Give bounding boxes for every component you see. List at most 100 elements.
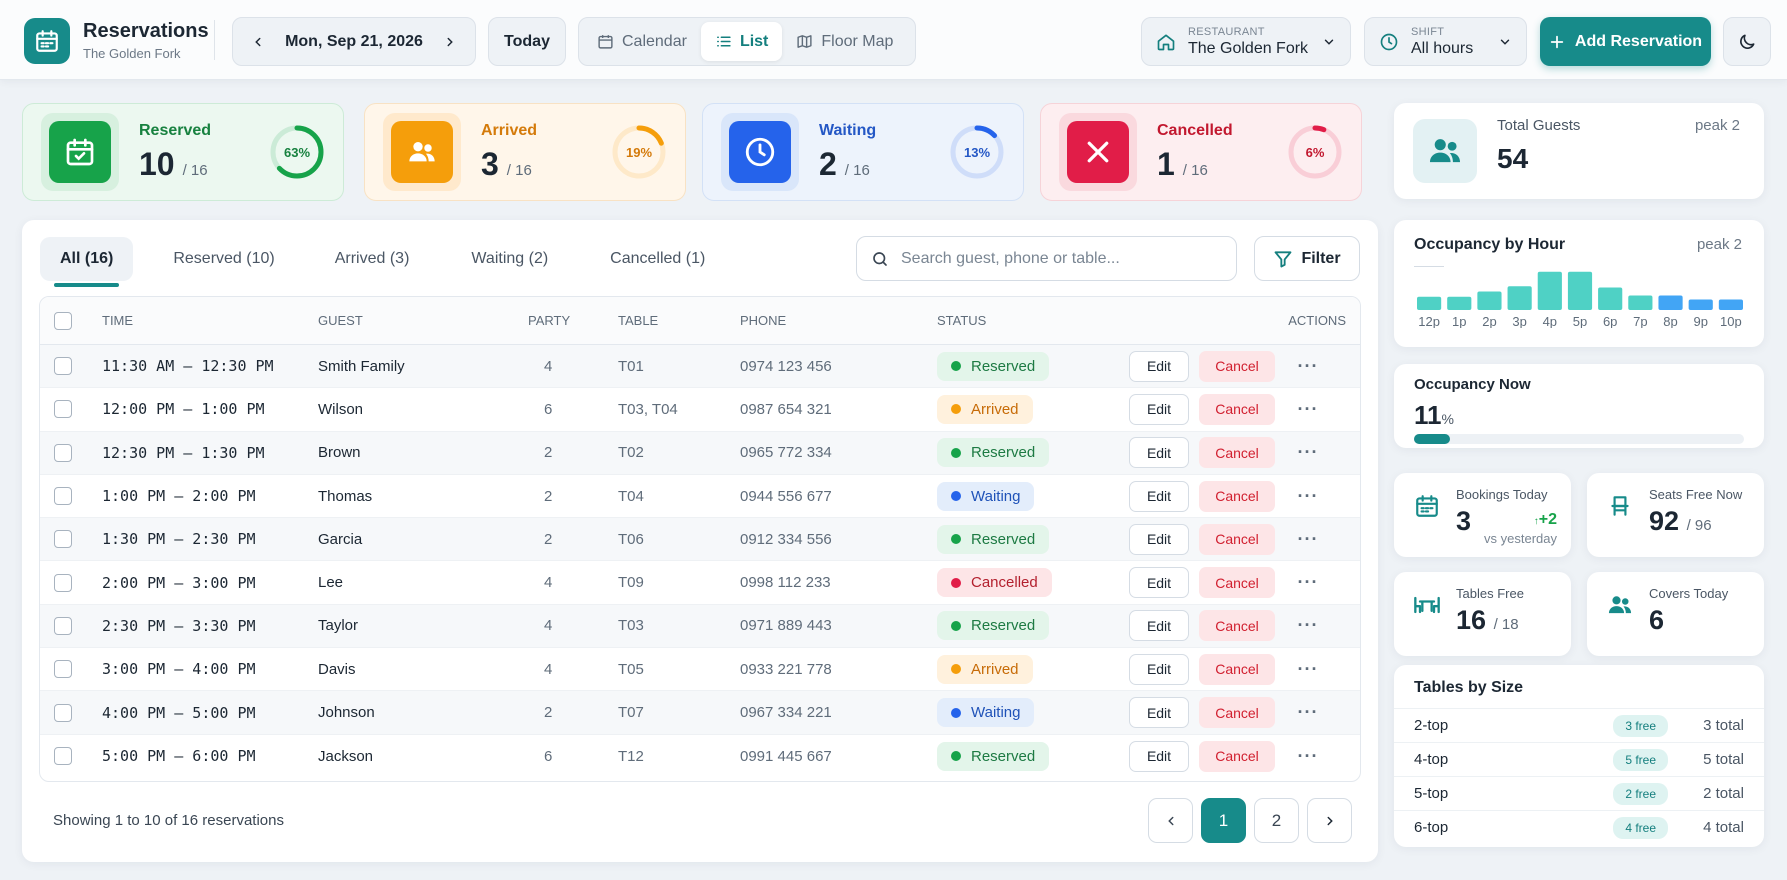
- row-checkbox[interactable]: [54, 400, 72, 419]
- edit-button[interactable]: Edit: [1129, 480, 1189, 512]
- more-options-icon[interactable]: ···: [1297, 702, 1319, 723]
- table-row[interactable]: 12:30 PM – 1:30 PM Brown 2 T02 0965 772 334 R…: [40, 431, 1360, 475]
- cancel-button[interactable]: Cancel: [1199, 480, 1275, 512]
- edit-button[interactable]: Edit: [1129, 393, 1189, 425]
- row-checkbox[interactable]: [54, 487, 72, 506]
- page-2-button[interactable]: 2: [1254, 798, 1299, 843]
- table-row[interactable]: 2:00 PM – 3:00 PM Lee 4 T09 0998 112 233 Canc…: [40, 561, 1360, 605]
- row-checkbox[interactable]: [54, 530, 72, 549]
- stat-card-arrived[interactable]: Arrived 3 / 16 19%: [364, 103, 686, 201]
- cancel-button[interactable]: Cancel: [1199, 653, 1275, 685]
- cancel-button[interactable]: Cancel: [1199, 350, 1275, 382]
- cancel-button[interactable]: Cancel: [1199, 393, 1275, 425]
- next-page-button[interactable]: [1307, 798, 1352, 843]
- status-label: Reserved: [971, 747, 1036, 765]
- page-1-button[interactable]: 1: [1201, 798, 1246, 843]
- cell-table: T07: [618, 704, 644, 722]
- tab-all[interactable]: All (16): [40, 237, 134, 287]
- row-checkbox[interactable]: [54, 357, 72, 376]
- cancel-button[interactable]: Cancel: [1199, 437, 1275, 469]
- table-row[interactable]: 3:00 PM – 4:00 PM Davis 4 T05 0933 221 778 Ar…: [40, 648, 1360, 692]
- stat-card-cancelled[interactable]: Cancelled 1 / 16 6%: [1040, 103, 1362, 201]
- status-badge: Arrived: [937, 654, 1033, 684]
- add-reservation-button[interactable]: Add Reservation: [1540, 17, 1711, 66]
- col-time[interactable]: TIME: [102, 313, 134, 328]
- row-checkbox[interactable]: [54, 616, 72, 635]
- tab-cancelled[interactable]: Cancelled (1): [610, 250, 706, 267]
- tab-arrived[interactable]: Arrived (3): [334, 250, 410, 267]
- table-row[interactable]: 4:00 PM – 5:00 PM Johnson 2 T07 0967 334 221…: [40, 691, 1360, 735]
- cell-party: 6: [544, 400, 553, 418]
- view-list-button[interactable]: List: [700, 22, 783, 61]
- filter-button[interactable]: Filter: [1254, 236, 1360, 281]
- cell-table: T01: [618, 357, 644, 375]
- more-options-icon[interactable]: ···: [1297, 745, 1319, 766]
- col-phone[interactable]: PHONE: [740, 313, 787, 328]
- col-status[interactable]: STATUS: [937, 313, 987, 328]
- more-options-icon[interactable]: ···: [1297, 528, 1319, 549]
- search-box: [856, 236, 1237, 281]
- more-options-icon[interactable]: ···: [1297, 658, 1319, 679]
- edit-button[interactable]: Edit: [1129, 523, 1189, 555]
- edit-button[interactable]: Edit: [1129, 567, 1189, 599]
- current-date[interactable]: Mon, Sep 21, 2026: [285, 32, 423, 50]
- select-all-checkbox[interactable]: [54, 311, 72, 330]
- status-badge: Reserved: [937, 351, 1050, 381]
- stat-card-reserved[interactable]: Reserved 10 / 16 63%: [22, 103, 344, 201]
- cancel-button[interactable]: Cancel: [1199, 523, 1275, 555]
- view-floor-map-label: Floor Map: [821, 32, 894, 50]
- more-options-icon[interactable]: ···: [1297, 355, 1319, 376]
- table-row[interactable]: 5:00 PM – 6:00 PM Jackson 6 T12 0991 445 667…: [40, 735, 1360, 778]
- edit-button[interactable]: Edit: [1129, 697, 1189, 729]
- chevron-left-icon[interactable]: [247, 31, 269, 53]
- col-guest[interactable]: GUEST: [318, 313, 363, 328]
- view-floor-map-button[interactable]: Floor Map: [782, 22, 907, 61]
- more-options-icon[interactable]: ···: [1297, 615, 1319, 636]
- row-checkbox[interactable]: [54, 660, 72, 679]
- view-calendar-button[interactable]: Calendar: [583, 22, 701, 61]
- cancel-button[interactable]: Cancel: [1199, 697, 1275, 729]
- row-checkbox[interactable]: [54, 703, 72, 722]
- stat-total: / 16: [506, 161, 532, 179]
- restaurant-select[interactable]: RESTAURANT The Golden Fork: [1141, 17, 1351, 66]
- prev-page-button[interactable]: [1148, 798, 1193, 843]
- edit-button[interactable]: Edit: [1129, 610, 1189, 642]
- edit-button[interactable]: Edit: [1129, 350, 1189, 382]
- more-options-icon[interactable]: ···: [1297, 442, 1319, 463]
- row-checkbox[interactable]: [54, 747, 72, 766]
- edit-button[interactable]: Edit: [1129, 653, 1189, 685]
- stat-card-waiting[interactable]: Waiting 2 / 16 13%: [702, 103, 1024, 201]
- clock-icon: [1380, 33, 1398, 50]
- cell-phone: 0991 445 667: [740, 747, 832, 765]
- table-row[interactable]: 1:00 PM – 2:00 PM Thomas 2 T04 0944 556 677 W…: [40, 475, 1360, 519]
- more-options-icon[interactable]: ···: [1297, 485, 1319, 506]
- stat-value: 1: [1157, 145, 1175, 182]
- row-checkbox[interactable]: [54, 573, 72, 592]
- more-options-icon[interactable]: ···: [1297, 572, 1319, 593]
- col-table[interactable]: TABLE: [618, 313, 659, 328]
- more-options-icon[interactable]: ···: [1297, 398, 1319, 419]
- cancel-button[interactable]: Cancel: [1199, 610, 1275, 642]
- table-row[interactable]: 2:30 PM – 3:30 PM Taylor 4 T03 0971 889 443 R…: [40, 604, 1360, 649]
- edit-button[interactable]: Edit: [1129, 437, 1189, 469]
- chart-baseline-marker: [1414, 266, 1444, 267]
- table-row[interactable]: 1:30 PM – 2:30 PM Garcia 2 T06 0912 334 556 R…: [40, 518, 1360, 562]
- table-row[interactable]: 12:00 PM – 1:00 PM Wilson 6 T03, T04 0987 65…: [40, 388, 1360, 432]
- cell-phone: 0998 112 233: [740, 574, 831, 592]
- row-checkbox[interactable]: [54, 443, 72, 462]
- tab-waiting[interactable]: Waiting (2): [471, 250, 549, 267]
- col-party[interactable]: PARTY: [528, 313, 571, 328]
- shift-select[interactable]: SHIFT All hours: [1364, 17, 1527, 66]
- chevron-right-icon[interactable]: [439, 31, 461, 53]
- tab-reserved[interactable]: Reserved (10): [173, 250, 275, 267]
- search-input[interactable]: [901, 249, 1221, 268]
- stat-percent: 63%: [283, 144, 311, 160]
- today-button[interactable]: Today: [488, 17, 566, 66]
- theme-toggle-button[interactable]: [1723, 17, 1771, 66]
- cancel-button[interactable]: Cancel: [1199, 567, 1275, 599]
- table-row[interactable]: 11:30 AM – 12:30 PM Smith Family 4 T01 0974 …: [40, 345, 1360, 389]
- edit-button[interactable]: Edit: [1129, 740, 1189, 772]
- seats-free-value: 92: [1649, 506, 1680, 536]
- status-badge: Waiting: [937, 698, 1035, 728]
- cancel-button[interactable]: Cancel: [1199, 740, 1275, 772]
